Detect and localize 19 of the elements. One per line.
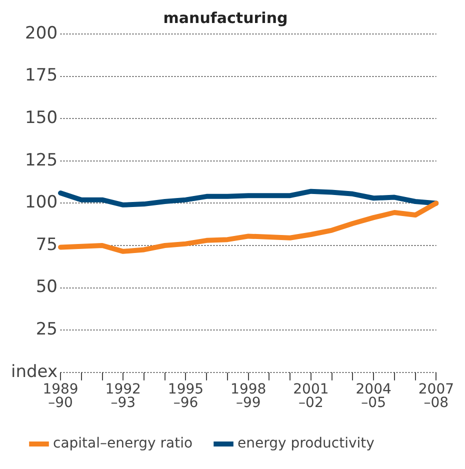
y-tick-label: 100 bbox=[25, 192, 58, 213]
y-tick-label: 125 bbox=[25, 150, 58, 170]
x-tick-label: 1989–90 bbox=[42, 382, 78, 411]
x-tick-label: 2007–08 bbox=[418, 382, 454, 411]
legend-label: capital–energy ratio bbox=[53, 436, 193, 452]
x-tick-label: 2004–05 bbox=[356, 382, 392, 411]
y-tick-label: 50 bbox=[36, 277, 58, 298]
y-tick-label: index bbox=[10, 362, 58, 382]
x-tick-label: 1992–93 bbox=[105, 382, 141, 411]
y-tick-label: 75 bbox=[36, 234, 58, 255]
legend-label: energy productivity bbox=[238, 436, 374, 452]
y-tick-label: 200 bbox=[25, 23, 58, 44]
y-tick-label: 25 bbox=[36, 320, 58, 340]
y-tick-label: 150 bbox=[25, 108, 58, 128]
x-tick-label: 1998–99 bbox=[230, 382, 266, 411]
chart-title: manufacturing bbox=[163, 8, 288, 27]
x-tick-label: 2001–02 bbox=[293, 382, 329, 411]
x-tick-label: 1995–96 bbox=[168, 382, 204, 411]
y-tick-label: 175 bbox=[25, 66, 58, 86]
